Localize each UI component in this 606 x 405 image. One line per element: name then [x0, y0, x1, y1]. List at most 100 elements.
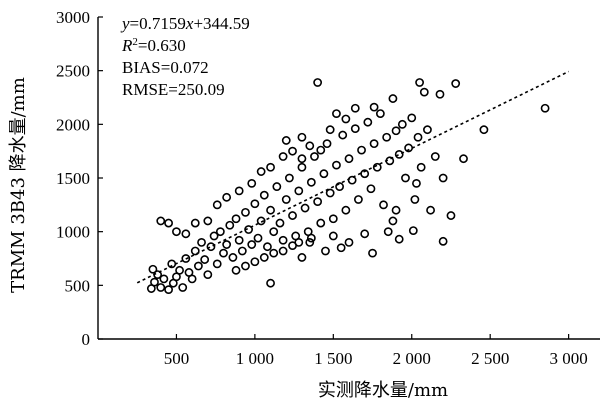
data-point — [413, 132, 423, 142]
data-point — [225, 220, 235, 230]
data-point — [172, 227, 181, 237]
data-point — [297, 132, 307, 142]
data-point — [266, 278, 275, 288]
y-tick-label: 1500 — [56, 169, 90, 188]
data-point — [272, 182, 282, 191]
data-point — [328, 214, 338, 224]
x-axis-title: 实测降水量/mm — [318, 380, 448, 401]
y-tick-label: 0 — [82, 330, 91, 349]
y-axis-title: TRMM 3B43 降水量/mm — [8, 77, 29, 293]
data-point — [344, 237, 354, 247]
data-point — [259, 190, 269, 200]
data-point — [167, 259, 177, 269]
data-point — [388, 216, 398, 226]
data-point — [344, 154, 354, 164]
data-point — [404, 143, 414, 153]
data-point — [401, 173, 410, 183]
data-point — [360, 169, 370, 179]
data-point — [164, 285, 173, 295]
data-point — [215, 227, 225, 237]
data-point — [306, 233, 316, 243]
ticks: 0 500 1000 1500 2000 2500 3000 500 1 000 1 500 2 0… — [56, 8, 588, 368]
data-point — [250, 199, 260, 209]
data-point — [357, 145, 366, 155]
x-tick-label: 500 — [164, 349, 190, 368]
data-point — [451, 79, 461, 88]
data-point — [187, 274, 197, 284]
data-point — [415, 78, 424, 87]
data-point — [410, 195, 420, 204]
data-point — [332, 160, 341, 170]
x-tick-label: 1 500 — [314, 349, 352, 368]
data-point — [338, 130, 348, 140]
annotation-bias: BIAS=0.072 — [122, 58, 209, 77]
data-point — [383, 227, 393, 237]
data-point — [388, 94, 398, 103]
data-point — [394, 149, 404, 159]
y-tick-label: 500 — [65, 276, 91, 295]
data-point — [212, 200, 222, 210]
y-tick-label: 3000 — [56, 8, 90, 27]
data-point — [281, 195, 291, 204]
data-point — [263, 242, 272, 252]
y-tick-label: 1000 — [56, 223, 90, 242]
data-point — [350, 124, 360, 134]
data-point — [153, 270, 163, 279]
data-point — [459, 154, 468, 164]
data-point — [325, 125, 335, 135]
y-tick-label: 2500 — [56, 62, 90, 81]
eq-y: y — [120, 14, 130, 33]
data-point — [382, 132, 392, 142]
data-point — [253, 233, 263, 243]
data-point — [341, 205, 351, 215]
data-point — [313, 78, 323, 87]
data-point — [244, 225, 253, 234]
data-point — [228, 253, 238, 262]
data-point — [379, 200, 388, 210]
data-point — [231, 214, 241, 224]
data-point — [336, 243, 346, 253]
data-point — [237, 246, 247, 256]
eq-x: x — [185, 14, 194, 33]
data-point — [178, 283, 188, 292]
data-point — [385, 156, 395, 166]
data-point — [306, 177, 316, 187]
data-point — [408, 226, 418, 235]
data-point — [368, 248, 377, 258]
data-point — [219, 248, 228, 258]
data-point — [256, 216, 266, 226]
data-point — [325, 188, 335, 198]
data-point — [300, 203, 310, 213]
data-point — [319, 169, 329, 179]
data-point — [438, 173, 448, 183]
data-point — [288, 146, 297, 156]
data-point — [156, 283, 166, 292]
data-point — [212, 259, 222, 269]
annotation-rmse: RMSE=250.09 — [122, 80, 225, 99]
data-point — [305, 141, 315, 151]
data-point — [341, 114, 351, 124]
data-point — [438, 236, 448, 246]
data-point — [313, 197, 323, 207]
data-point — [322, 139, 332, 149]
annotation-equation: y=0.7159x+344.59 — [120, 14, 250, 33]
data-point — [294, 237, 304, 247]
data-point — [256, 167, 266, 176]
data-point — [350, 103, 360, 113]
data-point — [275, 218, 285, 228]
data-point — [310, 152, 319, 161]
data-point — [278, 235, 288, 245]
data-point — [190, 246, 200, 256]
data-point — [181, 254, 191, 263]
data-point — [294, 186, 304, 196]
data-point — [335, 182, 344, 191]
data-point — [234, 235, 244, 245]
data-point — [190, 218, 200, 228]
data-point — [397, 119, 407, 129]
data-point — [278, 152, 288, 161]
data-point — [247, 240, 257, 249]
data-point — [193, 261, 203, 271]
eq-rest: =0.7159 — [130, 14, 186, 33]
data-point — [332, 109, 341, 118]
